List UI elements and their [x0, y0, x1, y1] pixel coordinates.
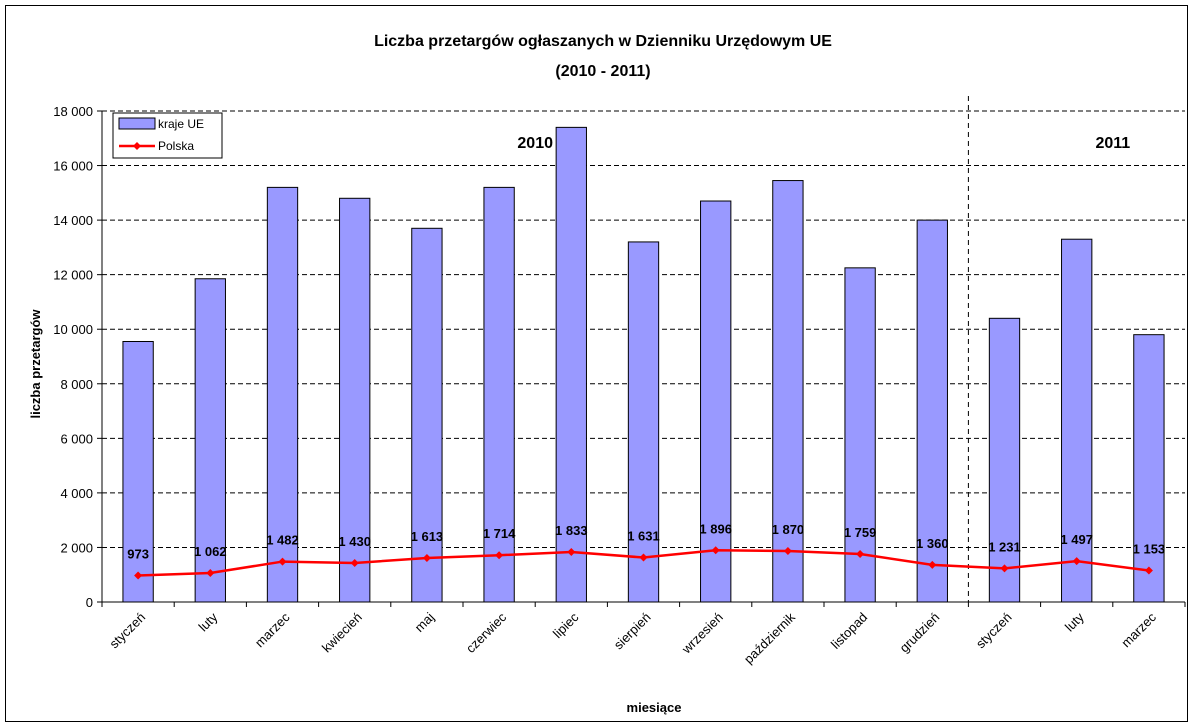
x-tick-label: listopad [828, 610, 870, 652]
legend: kraje UE Polska [112, 112, 223, 159]
point-polska [567, 547, 576, 556]
bar-kraje-ue [411, 227, 443, 603]
y-tick-label: 4 000 [60, 486, 93, 501]
bar-kraje-ue [700, 200, 732, 603]
point-polska [134, 571, 143, 580]
x-tick-label: marzec [252, 609, 293, 650]
chart-subtitle: (2010 - 2011) [555, 63, 650, 80]
x-tick-label: sierpień [611, 610, 654, 653]
legend-label-kraje-ue: kraje UE [158, 117, 204, 131]
y-tick-label: 8 000 [60, 377, 93, 392]
y-tick-label: 10 000 [53, 322, 93, 337]
x-tick-labels: styczeń luty marzec kwiecień maj czerwiec lipi… [106, 609, 1159, 666]
point-polska [422, 554, 431, 563]
data-label-polska: 1 482 [266, 533, 299, 548]
x-tick-label: luty [196, 609, 221, 634]
y-tick-label: 12 000 [53, 268, 93, 283]
data-label-polska: 1 231 [988, 539, 1021, 554]
data-label-polska: 1 497 [1060, 532, 1093, 547]
bar-kraje-ue [772, 180, 804, 603]
data-label-polska: 1 896 [699, 521, 732, 536]
data-label-polska: 1 360 [916, 536, 949, 551]
bar-kraje-ue [916, 219, 948, 603]
point-polska [639, 553, 648, 562]
x-axis-label: miesiące [627, 700, 682, 715]
point-polska [1000, 564, 1009, 573]
chart-title: Liczba przetargów ogłaszanych w Dziennik… [374, 33, 832, 50]
y-tick-label: 16 000 [53, 159, 93, 174]
data-label-polska: 1 153 [1133, 542, 1166, 557]
data-label-polska: 1 759 [844, 525, 877, 540]
point-polska [1072, 557, 1081, 566]
bar-kraje-ue [627, 241, 660, 603]
x-tick-label: luty [1062, 609, 1087, 634]
point-polska [350, 558, 359, 567]
year-annotation: 2011 [1095, 135, 1130, 152]
y-tick-labels: 0 2 000 4 000 6 000 8 000 10 000 12 000 14 000 1… [53, 104, 93, 610]
x-tick-label: grudzień [897, 610, 943, 656]
y-tick-label: 18 000 [53, 104, 93, 119]
point-polska [206, 569, 215, 578]
x-tick-label: lipiec [550, 609, 582, 641]
x-tick-label: czerwiec [463, 609, 510, 656]
bar-kraje-ue [844, 267, 876, 603]
x-tick-label: marzec [1118, 609, 1159, 650]
x-tick-label: październik [741, 609, 798, 666]
data-label-polska: 1 631 [627, 529, 660, 544]
x-tick-label: styczeń [973, 610, 1015, 652]
bar-kraje-ue [1061, 238, 1093, 603]
point-polska [928, 560, 937, 569]
data-label-polska: 1 714 [483, 526, 516, 541]
year-annotations: 2010 2011 [517, 135, 1130, 152]
x-tick-label: kwiecień [319, 610, 365, 656]
bar-kraje-ue [122, 340, 154, 603]
y-axis-label: liczba przetargów [28, 309, 43, 419]
data-labels-polska: 973 1 062 1 482 1 430 1 613 1 714 1 833 1 631 1 … [127, 521, 1165, 561]
point-polska [278, 557, 287, 566]
y-tick-label: 0 [86, 595, 93, 610]
legend-label-polska: Polska [158, 139, 194, 153]
y-tick-label: 2 000 [60, 540, 93, 555]
year-annotation: 2010 [517, 135, 553, 152]
bar-kraje-ue [194, 278, 226, 603]
axes [97, 110, 1186, 607]
bar-kraje-ue [555, 126, 587, 603]
y-tick-label: 6 000 [60, 431, 93, 446]
data-label-polska: 973 [127, 546, 149, 561]
legend-marker-polska [133, 142, 141, 150]
bar-kraje-ue [988, 317, 1021, 603]
data-label-polska: 1 833 [555, 523, 588, 538]
data-label-polska: 1 613 [411, 529, 444, 544]
bar-kraje-ue [483, 186, 515, 603]
point-polska [711, 546, 720, 555]
point-polska [495, 551, 504, 560]
data-label-polska: 1 430 [338, 534, 371, 549]
point-polska [1144, 566, 1153, 575]
legend-swatch-kraje-ue [118, 117, 156, 130]
bar-kraje-ue [1133, 334, 1165, 603]
x-tick-label: wrzesień [678, 610, 726, 658]
y-tick-label: 14 000 [53, 213, 93, 228]
data-label-polska: 1 870 [772, 522, 805, 537]
data-label-polska: 1 062 [194, 544, 227, 559]
point-polska [856, 550, 865, 559]
line-polska [134, 546, 1153, 580]
x-tick-label: maj [412, 609, 437, 634]
bars-kraje-ue [122, 126, 1165, 603]
point-polska [783, 546, 792, 555]
x-tick-label: styczeń [106, 610, 148, 652]
